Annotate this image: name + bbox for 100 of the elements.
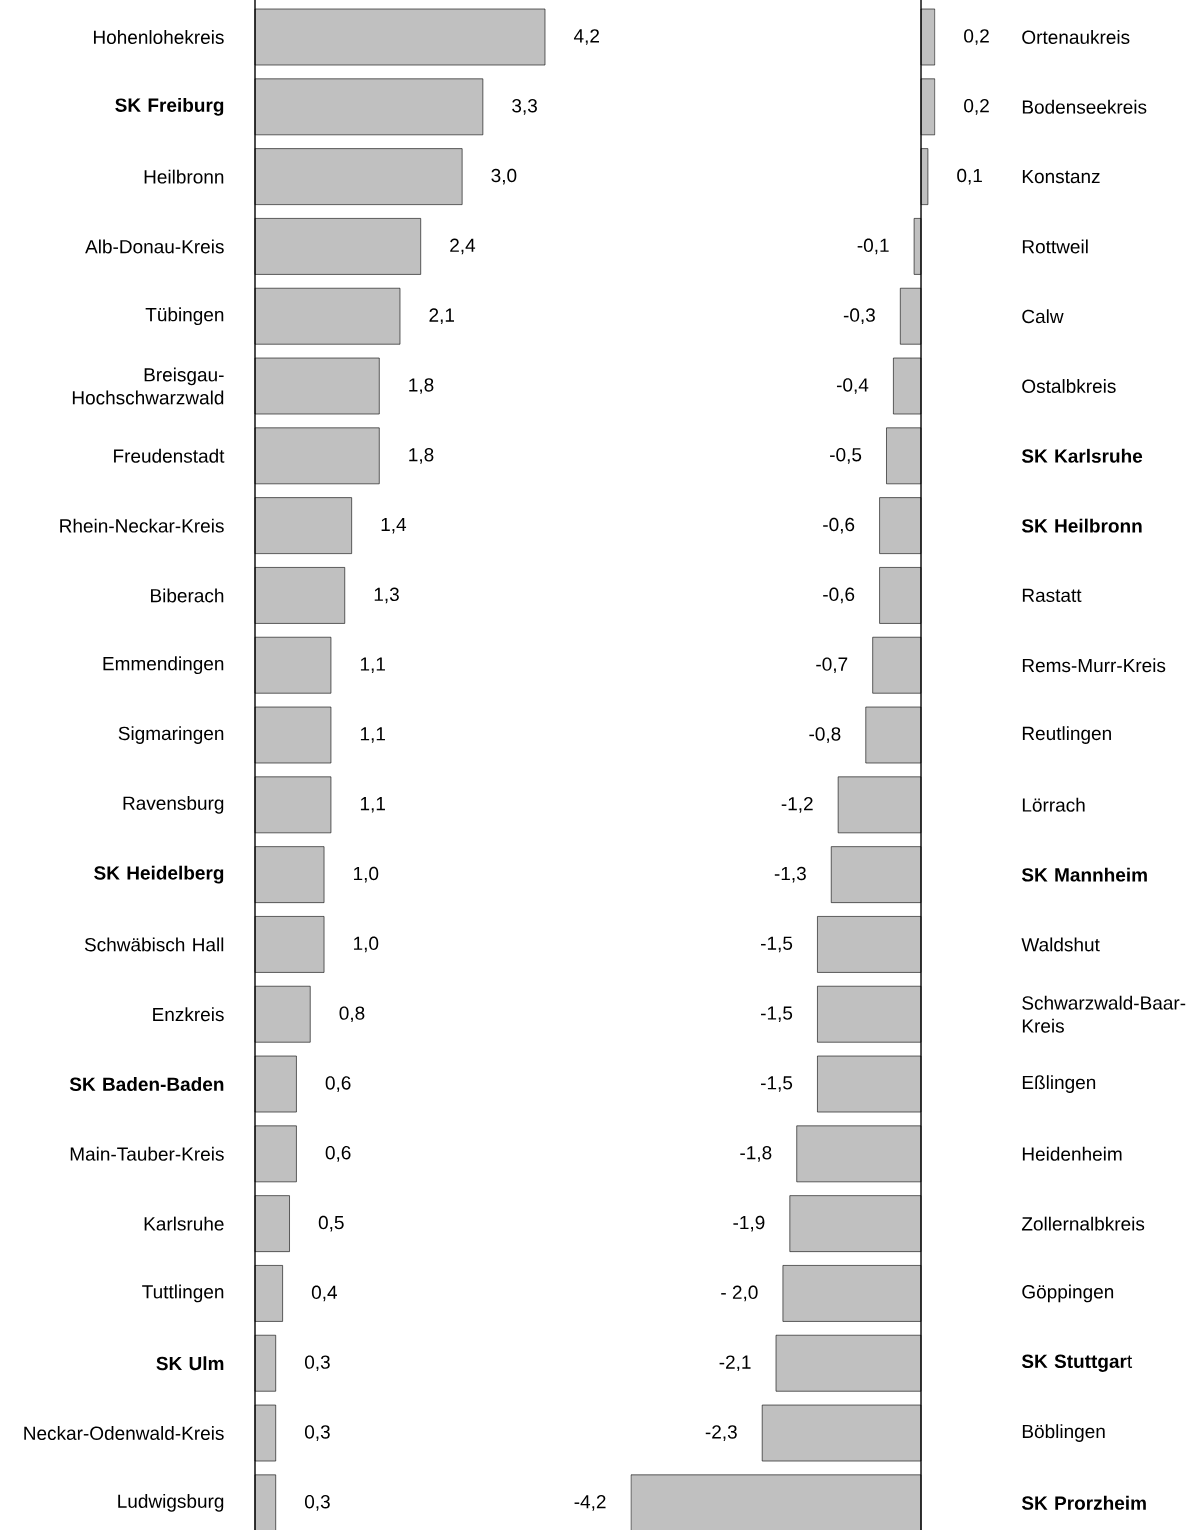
- y-tick-label: Schwarzwald-Baar-Kreis: [1022, 995, 1186, 1033]
- bar: [254, 636, 332, 694]
- bar: [254, 1265, 283, 1322]
- y-tick-label: SK Prorzheim: [1021, 1495, 1146, 1510]
- y-tick-label: Bodenseekreis: [1022, 99, 1147, 114]
- y-tick-label: SK Heilbronn: [1021, 518, 1142, 533]
- data-label: 1,1: [360, 797, 385, 813]
- data-label: -2,1: [719, 1355, 751, 1372]
- y-tick-label: Main-Tauber-Kreis: [70, 1146, 224, 1161]
- bar: [254, 497, 352, 554]
- y-tick-label: SK Stuttgart: [1021, 1354, 1133, 1372]
- data-label: -0,5: [830, 447, 862, 464]
- y-tick-label: Alb-Donau-Kreis: [85, 239, 224, 254]
- bar: [254, 1195, 290, 1252]
- data-label: -0,7: [816, 657, 848, 674]
- data-label: -1,8: [740, 1145, 772, 1162]
- data-label: 4,2: [573, 29, 599, 45]
- data-label: 1,8: [409, 378, 434, 394]
- bar: [254, 567, 346, 624]
- y-tick-label: Rastatt: [1022, 588, 1082, 603]
- y-tick-label: Eßlingen: [1022, 1075, 1096, 1093]
- y-tick-label: Enzkreis: [153, 1007, 224, 1022]
- data-label: 0,3: [304, 1355, 330, 1372]
- y-tick-label: Ortenaukreis: [1022, 30, 1130, 44]
- y-tick-label: Neckar-Odenwald-Kreis: [24, 1426, 224, 1441]
- y-tick-label: Biberach: [151, 588, 224, 603]
- y-tick-label: Ravensburg: [123, 795, 224, 814]
- data-label: 1,0: [354, 936, 379, 953]
- y-tick-label: Tuttlingen: [142, 1284, 224, 1303]
- data-label: 1,0: [354, 866, 379, 883]
- data-label: -2,3: [705, 1425, 737, 1441]
- bar: [254, 1055, 297, 1113]
- data-label: 0,3: [304, 1494, 330, 1511]
- y-tick-label: SK Baden-Baden: [69, 1077, 224, 1092]
- data-label: -0,8: [809, 727, 841, 743]
- y-tick-label: Schwäbisch Hall: [84, 937, 224, 952]
- bar: [254, 1334, 277, 1392]
- data-label: 3,0: [491, 168, 517, 185]
- data-label: -1,9: [733, 1215, 765, 1232]
- data-label: 0,6: [325, 1076, 351, 1092]
- bar: [254, 985, 311, 1043]
- y-tick-label: Breisgau-Hochschwarzwald: [72, 367, 224, 405]
- bar: [254, 916, 325, 973]
- data-label: -0,6: [823, 587, 855, 604]
- y-tick-label: Konstanz: [1022, 170, 1100, 184]
- bar: [254, 427, 380, 485]
- y-tick-label: Rhein-Neckar-Kreis: [60, 518, 224, 533]
- data-label: -0,1: [857, 238, 889, 255]
- data-label: -1,5: [761, 1076, 793, 1092]
- data-label: -1,5: [761, 1006, 793, 1022]
- bar: [254, 1125, 297, 1183]
- data-label: 1,1: [360, 657, 385, 673]
- data-label: -1,5: [761, 936, 793, 953]
- data-label: - 2,0: [721, 1285, 758, 1302]
- data-label: 1,1: [360, 727, 385, 743]
- y-tick-label: Heidenheim: [1022, 1146, 1122, 1161]
- y-tick-label: Rottweil: [1022, 239, 1088, 254]
- y-tick-label: Lörrach: [1022, 797, 1085, 812]
- y-tick-label: Waldshut: [1021, 937, 1100, 952]
- data-label: 0,8: [339, 1006, 365, 1023]
- y-tick-label: Ludwigsburg: [118, 1493, 224, 1512]
- data-label: 0,3: [304, 1425, 330, 1441]
- y-tick-label: Calw: [1022, 309, 1064, 324]
- bar: [254, 1474, 277, 1530]
- bar: [254, 78, 484, 136]
- data-label: 2,1: [429, 308, 455, 325]
- data-label: -0,3: [843, 308, 875, 325]
- data-label: 1,3: [374, 587, 399, 604]
- data-label: -1,3: [774, 866, 806, 883]
- y-tick-label: Tübingen: [145, 307, 224, 326]
- y-tick-label: SK Freiburg: [115, 97, 224, 116]
- data-label: -0,4: [836, 378, 869, 394]
- bar: [254, 357, 380, 415]
- data-label: -4,2: [574, 1494, 606, 1511]
- y-tick-label: Sigmaringen: [118, 726, 224, 744]
- data-label: 0,6: [325, 1145, 351, 1162]
- y-tick-label: Rems-Murr-Kreis: [1022, 658, 1166, 673]
- bar: [254, 776, 332, 834]
- y-tick-label: SK Ulm: [156, 1356, 224, 1371]
- bar: [254, 287, 401, 345]
- bar: [254, 218, 422, 275]
- data-label: 0,5: [318, 1215, 344, 1232]
- y-tick-label: Hohenlohekreis: [93, 30, 224, 44]
- y-tick-label: Karlsruhe: [144, 1216, 224, 1231]
- y-tick-label: Göppingen: [1022, 1284, 1114, 1303]
- data-label: 1,4: [381, 517, 407, 534]
- bar: [254, 706, 332, 764]
- bar: [254, 846, 325, 903]
- bar: [254, 148, 463, 205]
- data-label: 2,4: [450, 238, 476, 255]
- y-tick-label: Freudenstadt: [114, 448, 225, 463]
- data-label: -0,6: [823, 517, 855, 534]
- y-tick-label: Zollernalbkreis: [1021, 1216, 1145, 1231]
- y-tick-label: Heilbronn: [144, 169, 224, 184]
- y-tick-label: Reutlingen: [1022, 726, 1111, 744]
- data-label: 0,2: [964, 98, 989, 115]
- data-label: 0,4: [311, 1285, 338, 1302]
- bar: [254, 8, 546, 66]
- y-tick-label: SK Karlsruhe: [1021, 448, 1143, 463]
- data-label: -1,2: [781, 796, 813, 813]
